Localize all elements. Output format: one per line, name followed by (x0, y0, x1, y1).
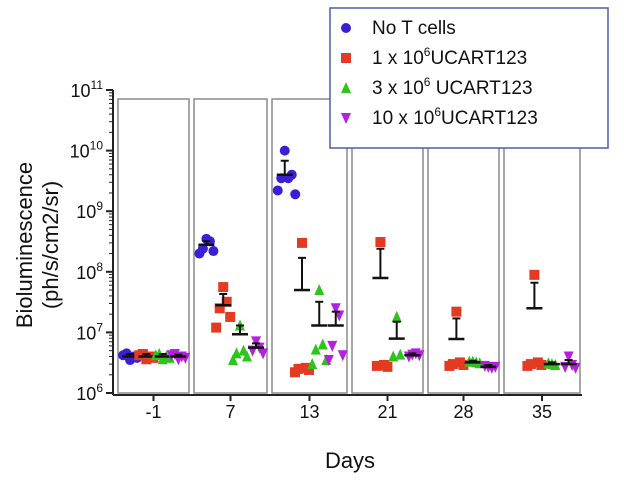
legend-entry: 3 x 106 UCART123 (372, 75, 533, 99)
data-point (371, 360, 382, 371)
data-point (310, 343, 321, 355)
data-point (214, 303, 225, 314)
x-axis: -1 7 13 21 28 35 (113, 394, 582, 422)
data-point (208, 246, 219, 257)
data-marks (118, 145, 581, 378)
data-point (330, 303, 341, 315)
x-tick-label: 7 (225, 402, 235, 422)
data-point (327, 340, 338, 352)
data-point (395, 348, 406, 360)
data-point (323, 355, 334, 367)
y-axis-label-line2: (ph/s/cm2/sr) (38, 181, 63, 309)
data-point (451, 306, 462, 317)
data-point (221, 296, 232, 307)
data-point (314, 284, 325, 296)
data-point (529, 269, 540, 280)
y-tick-label: 1011 (71, 78, 104, 101)
legend: No T cells 1 x 106UCART123 3 x 106 UCART12… (329, 7, 609, 149)
panel-day--1 (117, 98, 190, 394)
data-point (297, 237, 307, 248)
data-point (241, 350, 252, 362)
legend-marker-triangle-down (341, 113, 351, 124)
x-tick-label: 35 (532, 402, 552, 422)
legend-marker-triangle-up (341, 82, 351, 93)
y-axis: 106 107 108 109 1010 1011 (70, 78, 114, 404)
data-point (337, 350, 348, 362)
x-tick-label: 13 (299, 402, 319, 422)
data-point (307, 358, 318, 370)
legend-entry: 10 x 106UCART123 (372, 105, 538, 129)
y-tick-label: 109 (76, 199, 103, 222)
data-point (258, 348, 269, 360)
panel-day-13 (271, 98, 348, 394)
data-point (375, 237, 386, 248)
legend-entry: 1 x 106UCART123 (372, 45, 527, 69)
data-point (536, 359, 547, 370)
data-point (391, 310, 402, 322)
legend-marker-circle (341, 23, 351, 33)
data-point (134, 350, 145, 361)
data-point (251, 336, 262, 348)
y-tick-label: 1010 (70, 139, 104, 162)
data-point (444, 360, 455, 371)
data-point (279, 145, 290, 156)
data-point (382, 361, 393, 372)
x-tick-label: -1 (145, 402, 161, 422)
x-tick-label: 21 (377, 402, 397, 422)
data-point (231, 347, 242, 359)
panel-day-7 (193, 98, 268, 394)
y-tick-label: 108 (76, 260, 103, 283)
legend-entry: No T cells (372, 18, 456, 39)
data-point (388, 350, 399, 362)
data-point (227, 354, 238, 366)
data-point (304, 364, 314, 375)
y-tick-label: 107 (76, 320, 103, 343)
y-tick-label: 106 (76, 381, 103, 404)
x-tick-label: 28 (453, 402, 473, 422)
data-point (211, 322, 222, 333)
data-point (290, 367, 300, 378)
data-point (570, 362, 581, 374)
data-point (218, 282, 229, 293)
data-point (563, 351, 574, 363)
data-point (317, 338, 328, 350)
y-axis-label-line1: Bioluminescence (12, 162, 37, 328)
data-point (522, 360, 533, 371)
data-point (225, 311, 236, 322)
data-point (118, 350, 129, 361)
data-point (290, 189, 301, 200)
data-point (272, 185, 283, 196)
data-point (458, 359, 469, 370)
data-point (194, 248, 205, 259)
legend-box (329, 7, 609, 149)
legend-marker-square (341, 53, 351, 63)
x-axis-label: Days (325, 448, 375, 473)
